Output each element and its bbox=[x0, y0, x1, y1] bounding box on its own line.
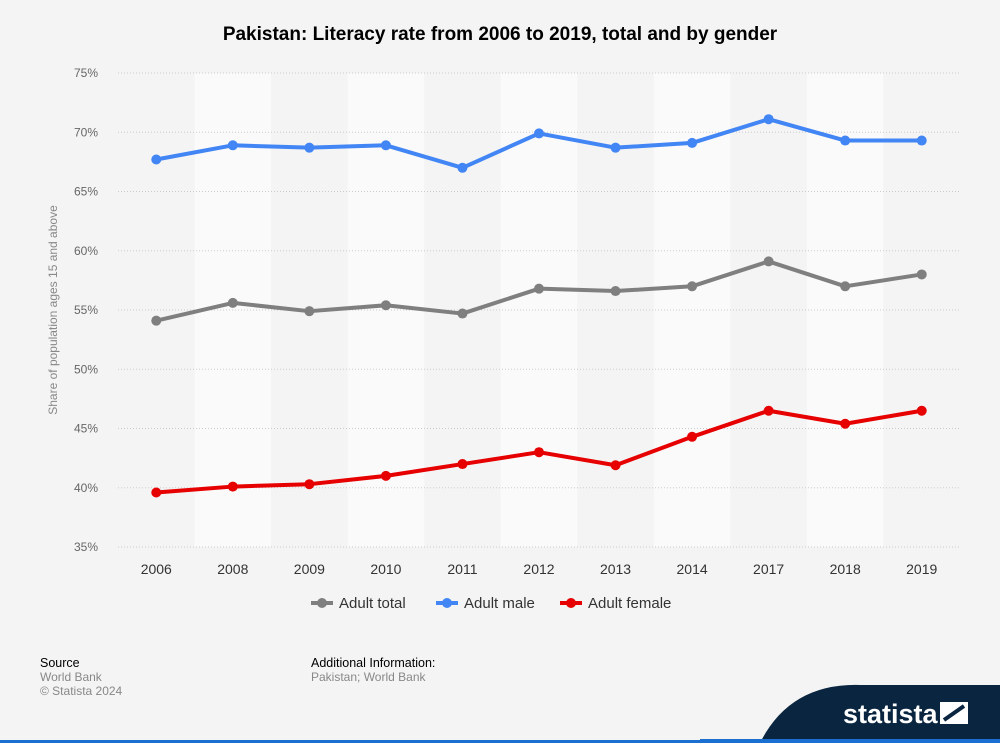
chart-title: Pakistan: Literacy rate from 2006 to 201… bbox=[222, 24, 778, 45]
y-tick-label: 35% bbox=[74, 540, 98, 554]
x-tick-label: 2018 bbox=[830, 561, 861, 577]
x-tick-label: 2008 bbox=[217, 561, 248, 577]
y-tick-label: 55% bbox=[74, 303, 98, 317]
data-point bbox=[610, 142, 621, 153]
y-tick-label: 45% bbox=[74, 422, 98, 436]
x-tick-label: 2013 bbox=[600, 561, 631, 577]
data-point bbox=[227, 297, 238, 308]
source-block: Source World Bank © Statista 2024 bbox=[40, 656, 122, 698]
legend-label: Adult male bbox=[464, 595, 535, 612]
legend-label: Adult total bbox=[339, 595, 406, 612]
x-tick-label: 2009 bbox=[294, 561, 325, 577]
y-tick-label: 50% bbox=[74, 362, 98, 376]
data-point bbox=[534, 283, 544, 294]
data-point bbox=[687, 281, 698, 292]
data-point bbox=[227, 140, 238, 151]
data-point bbox=[763, 405, 774, 416]
x-tick-label: 2017 bbox=[753, 561, 784, 577]
data-point bbox=[457, 459, 468, 470]
legend-marker bbox=[566, 598, 576, 608]
data-point bbox=[687, 431, 698, 442]
legend-marker bbox=[317, 598, 327, 608]
data-point bbox=[380, 140, 391, 151]
info-label: Additional Information: bbox=[311, 656, 436, 670]
data-point bbox=[304, 479, 315, 490]
footer-bar bbox=[0, 740, 760, 743]
x-tick-label: 2012 bbox=[523, 561, 554, 577]
column-band bbox=[806, 73, 884, 547]
data-point bbox=[457, 308, 468, 319]
statista-logo[interactable]: statista bbox=[700, 683, 1000, 743]
data-point bbox=[304, 306, 315, 317]
data-point bbox=[610, 286, 621, 297]
y-tick-label: 75% bbox=[74, 66, 98, 80]
source-value: World Bank bbox=[40, 670, 102, 684]
data-point bbox=[380, 470, 391, 481]
data-point bbox=[916, 405, 927, 416]
data-point bbox=[151, 315, 162, 326]
source-label: Source bbox=[40, 656, 80, 670]
data-point bbox=[534, 128, 544, 139]
x-tick-label: 2011 bbox=[447, 561, 477, 577]
y-tick-label: 70% bbox=[74, 125, 98, 139]
data-point bbox=[840, 281, 851, 292]
y-tick-label: 65% bbox=[74, 185, 98, 199]
svg-text:statista: statista bbox=[843, 699, 939, 729]
data-point bbox=[840, 418, 851, 429]
x-tick-label: 2006 bbox=[141, 561, 172, 577]
y-tick-label: 40% bbox=[74, 481, 98, 495]
data-point bbox=[151, 154, 162, 165]
data-point bbox=[610, 460, 621, 471]
legend-label: Adult female bbox=[588, 595, 671, 612]
data-point bbox=[916, 269, 927, 280]
copyright: © Statista 2024 bbox=[40, 684, 123, 698]
additional-info-block: Additional Information: Pakistan; World … bbox=[311, 656, 435, 684]
line-chart: 35% 40% 45% 50% 55% 60% 65% 70% 75% 2006 2008 2009 2… bbox=[46, 66, 960, 612]
x-tick-label: 2010 bbox=[370, 561, 401, 577]
data-point bbox=[916, 135, 927, 146]
data-point bbox=[151, 487, 162, 498]
data-point bbox=[763, 114, 774, 125]
data-point bbox=[687, 137, 698, 148]
x-tick-label: 2019 bbox=[906, 561, 937, 577]
data-point bbox=[227, 481, 238, 492]
y-axis-label: Share of population ages 15 and above bbox=[46, 205, 60, 415]
x-tick-label: 2014 bbox=[677, 561, 708, 577]
data-point bbox=[380, 300, 391, 311]
y-tick-label: 60% bbox=[74, 244, 98, 258]
info-value: Pakistan; World Bank bbox=[311, 670, 426, 684]
column-band bbox=[653, 73, 731, 547]
data-point bbox=[304, 142, 315, 153]
legend-marker bbox=[442, 598, 452, 608]
data-point bbox=[840, 135, 851, 146]
data-point bbox=[763, 256, 774, 267]
data-point bbox=[457, 162, 468, 173]
data-point bbox=[534, 447, 544, 458]
